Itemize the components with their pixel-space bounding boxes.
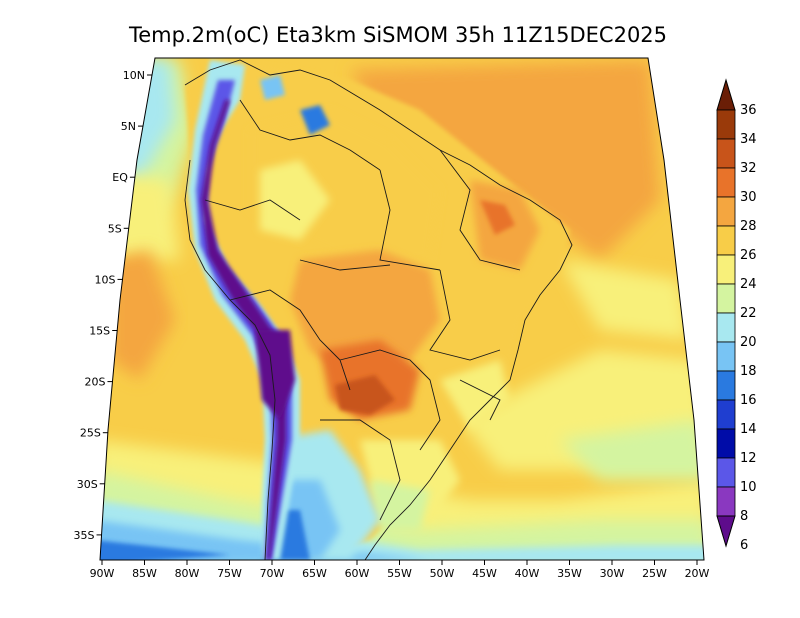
lon-label: 70W <box>260 567 285 580</box>
colorbar-segment <box>716 370 736 401</box>
temperature-field <box>100 58 704 560</box>
lon-label: 90W <box>90 567 115 580</box>
colorbar-label: 14 <box>740 422 757 437</box>
colorbar-label: 28 <box>740 219 757 234</box>
colorbar-segment <box>716 428 736 459</box>
colorbar-segment <box>716 283 736 314</box>
colorbar-segment <box>716 167 736 198</box>
colorbar-max-arrow <box>716 78 736 111</box>
lon-label: 75W <box>217 567 242 580</box>
colorbar: 36 34 32 30 28 26 24 22 20 18 16 14 12 10 8 6 <box>716 78 757 553</box>
map-title: Temp.2m(oC) Eta3km SiSMOM 35h 11Z15DEC20… <box>128 23 667 47</box>
lon-label: 30W <box>600 567 625 580</box>
lat-label: 25S <box>80 427 101 440</box>
lon-label: 60W <box>345 567 370 580</box>
colorbar-label: 34 <box>740 132 757 147</box>
lat-label: EQ <box>112 171 128 184</box>
colorbar-label: 8 <box>740 509 748 524</box>
lon-label: 65W <box>302 567 327 580</box>
colorbar-segment <box>716 341 736 372</box>
lat-label: 20S <box>84 376 105 389</box>
colorbar-label: 30 <box>740 190 757 205</box>
colorbar-label: 18 <box>740 364 757 379</box>
lat-label: 35S <box>74 529 95 542</box>
colorbar-segment <box>716 138 736 169</box>
colorbar-segment <box>716 225 736 256</box>
colorbar-label: 6 <box>740 538 748 553</box>
lon-label: 50W <box>430 567 455 580</box>
colorbar-label: 22 <box>740 306 757 321</box>
lat-label: 10S <box>95 273 116 286</box>
colorbar-segment <box>716 312 736 343</box>
lon-label: 35W <box>557 567 582 580</box>
country-boundaries <box>184 59 573 560</box>
colorbar-label: 16 <box>740 393 757 408</box>
colorbar-label: 32 <box>740 161 757 176</box>
lat-label: 10N <box>123 69 145 82</box>
colorbar-label: 12 <box>740 451 757 466</box>
lon-label: 25W <box>642 567 667 580</box>
lat-label: 5S <box>108 222 122 235</box>
longitude-axis: 90W 85W 80W 75W 70W 65W 60W 55W 50W 45W 40W 35W 30W 2… <box>90 560 710 580</box>
colorbar-segment <box>716 457 736 488</box>
colorbar-label: 20 <box>740 335 757 350</box>
colorbar-segment <box>716 399 736 430</box>
lon-label: 20W <box>685 567 710 580</box>
latitude-axis: 10N 5N EQ 5S 10S 15S 20S 25S 30S 35S <box>74 69 152 542</box>
lat-label: 15S <box>89 325 110 338</box>
colorbar-segment <box>716 196 736 227</box>
colorbar-label: 10 <box>740 480 757 495</box>
colorbar-label: 36 <box>740 103 757 118</box>
colorbar-segment <box>716 109 736 140</box>
lon-label: 40W <box>515 567 540 580</box>
colorbar-label: 26 <box>740 248 757 263</box>
lon-label: 55W <box>387 567 412 580</box>
lon-label: 80W <box>175 567 200 580</box>
lat-label: 5N <box>121 120 136 133</box>
colorbar-label: 24 <box>740 277 757 292</box>
map-frame <box>99 57 705 561</box>
lon-label: 45W <box>472 567 497 580</box>
colorbar-segment <box>716 486 736 517</box>
lon-label: 85W <box>132 567 157 580</box>
colorbar-segment <box>716 254 736 285</box>
lat-label: 30S <box>77 478 98 491</box>
colorbar-min-arrow <box>716 515 736 548</box>
